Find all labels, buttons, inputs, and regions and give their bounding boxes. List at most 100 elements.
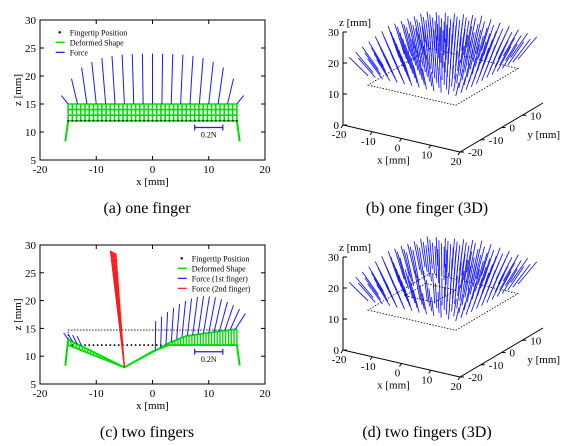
force-vector (444, 264, 447, 298)
force-vector (457, 37, 462, 71)
force-vector (491, 273, 505, 300)
x-tick-label: 10 (421, 374, 433, 386)
force-vector (121, 54, 125, 105)
y-tick-label: 20 (25, 296, 37, 308)
force-vector (510, 32, 528, 58)
force-vector (376, 284, 391, 307)
y-axis-label: z [mm] (12, 298, 24, 330)
force-vector (418, 22, 425, 55)
initial-outline (67, 329, 238, 346)
x-tick-label: -10 (361, 136, 376, 148)
fingertip-point (138, 344, 141, 346)
y-tick-label: -20 (468, 372, 483, 384)
force-vector (394, 23, 405, 55)
force-vector (403, 24, 413, 57)
fingertip-point (109, 344, 112, 346)
scale-bar-label: 0.2N (201, 131, 217, 140)
force-vector (465, 297, 473, 316)
z-tick-label: 20 (328, 58, 340, 70)
x-tick-label: -20 (332, 129, 347, 141)
force-vector (476, 286, 486, 309)
force-vector (481, 244, 492, 276)
fingertip-point (67, 119, 70, 122)
force-vector (413, 241, 421, 271)
x-tick (369, 131, 373, 136)
force-vector (348, 282, 369, 302)
force-vector (141, 53, 144, 105)
force-vector (390, 256, 402, 288)
force-vector (463, 288, 470, 311)
fingertip-point (202, 119, 205, 122)
force-vector (481, 56, 492, 81)
z-tick-label: 30 (328, 27, 340, 39)
force-vector (445, 249, 448, 285)
fingertip-point (164, 119, 167, 122)
force-vector (438, 15, 441, 46)
force-vector (408, 33, 417, 66)
x-tick (428, 369, 432, 374)
force-vector (403, 61, 413, 87)
force-vector (486, 276, 499, 303)
x-tick (340, 124, 344, 129)
force-vector-1st (160, 316, 163, 348)
force-vector (415, 28, 422, 63)
force-vector (373, 53, 389, 77)
force-vector (435, 237, 439, 266)
x-tick-label: 10 (203, 388, 215, 400)
z-axis-label: z [mm] (339, 17, 371, 29)
x-tick (457, 376, 461, 381)
force-vector (410, 56, 418, 83)
fingertip-point (231, 119, 234, 122)
force-vector (436, 35, 439, 71)
x-axis-label: x [mm] (136, 400, 169, 412)
force-vector (424, 28, 429, 65)
force-vector (431, 72, 435, 91)
force-vector (403, 249, 413, 282)
force-vector (459, 270, 465, 301)
force-vector (429, 239, 433, 269)
force-vector-1st (176, 304, 181, 339)
y-tick-label: -10 (489, 135, 504, 147)
x-tick-label: 10 (421, 149, 433, 161)
fingertip-point (130, 344, 133, 346)
force-vector (455, 256, 460, 292)
fingertip-point (117, 119, 120, 122)
force-vector (419, 59, 425, 85)
force-vector (161, 53, 164, 105)
force-vector (407, 50, 416, 79)
fingertip-point (155, 344, 158, 346)
force-vector (361, 271, 379, 295)
force-vector (474, 35, 484, 67)
force-vector (101, 58, 107, 105)
force-vector (189, 55, 194, 105)
fingertip-point (176, 119, 179, 122)
force-vector (419, 284, 425, 310)
force-vector (180, 54, 184, 105)
force-vector (385, 285, 398, 308)
force-vector (463, 20, 470, 56)
force-vector (464, 265, 471, 298)
force-vector (466, 14, 474, 48)
shape-bottom (67, 344, 237, 369)
force-vector (404, 44, 414, 74)
force-vector-1st (170, 307, 175, 342)
force-vector (409, 246, 418, 279)
x-tick (340, 349, 344, 354)
force-vector-1st (224, 305, 234, 331)
fingertip-point (227, 119, 230, 122)
force-vector (401, 280, 411, 307)
fingertip-point (88, 344, 91, 346)
force-vector (491, 48, 505, 75)
force-vector (435, 12, 439, 41)
force-vector (448, 244, 452, 277)
fingertip-point (92, 344, 95, 346)
z-tick-label: 10 (328, 89, 340, 101)
fingertip-point (92, 119, 95, 122)
y-tick-label: 30 (25, 15, 37, 27)
force-vector (512, 38, 531, 63)
x-tick-label: 0 (150, 388, 156, 400)
y-tick-label: 10 (25, 127, 37, 139)
force-vector (460, 28, 466, 64)
force-vector (458, 293, 464, 314)
